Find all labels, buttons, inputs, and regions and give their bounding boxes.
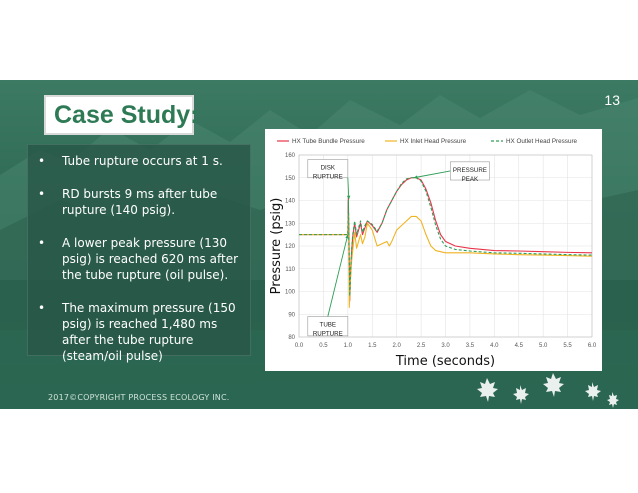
y-tick-label: 120 — [285, 244, 296, 250]
bullets-panel: • Tube rupture occurs at 1 s. • RD bursts … — [27, 144, 251, 363]
legend-entry: HX Outlet Head Pressure — [506, 138, 578, 145]
y-tick-label: 80 — [288, 335, 295, 341]
slide-title: Case Study: — [54, 101, 199, 129]
annotation-arrowhead-icon — [413, 175, 418, 179]
y-tick-label: 90 — [288, 312, 295, 318]
annotation-label: DISK — [321, 165, 336, 172]
x-tick-label: 6.0 — [588, 343, 597, 349]
bullet-item: • The maximum pressure (150 psig) is reac… — [36, 300, 244, 364]
y-tick-label: 140 — [285, 199, 296, 205]
x-tick-label: 1.0 — [344, 343, 353, 349]
bullet-text: A lower peak pressure (130 psig) is reac… — [62, 236, 239, 282]
y-tick-label: 160 — [285, 153, 296, 159]
annotation-arrowhead-icon — [346, 195, 351, 200]
bullet-dot-icon: • — [38, 154, 46, 168]
x-tick-label: 3.0 — [441, 343, 450, 349]
x-tick-label: 4.5 — [515, 343, 524, 349]
footer-copyright: 2017©COPYRIGHT PROCESS ECOLOGY INC. — [48, 393, 230, 402]
title-box: Case Study: — [44, 95, 198, 135]
y-tick-label: 130 — [285, 221, 296, 227]
bullet-list: • Tube rupture occurs at 1 s. • RD bursts … — [28, 145, 250, 364]
bullet-item: • Tube rupture occurs at 1 s. — [36, 153, 244, 169]
annotation-arrow — [327, 234, 349, 317]
bullet-item: • RD bursts 9 ms after tube rupture (140 … — [36, 186, 244, 218]
x-tick-label: 3.5 — [466, 343, 475, 349]
annotation-arrowhead-icon — [345, 234, 349, 239]
pressure-chart: 80 90 100 110 120 130 140 150 160 0.0 0.5 1.0 1.5 2.0… — [269, 138, 597, 369]
y-tick-label: 110 — [285, 267, 295, 273]
x-tick-label: 2.0 — [392, 343, 401, 349]
bullet-dot-icon: • — [38, 187, 46, 201]
annotation-label: PRESSURE — [453, 167, 487, 174]
annotation-label: PEAK — [462, 176, 479, 183]
bullet-text: The maximum pressure (150 psig) is reach… — [62, 301, 236, 363]
x-tick-label: 4.0 — [490, 343, 499, 349]
chart-panel: 80 90 100 110 120 130 140 150 160 0.0 0.5 1.0 1.5 2.0… — [265, 129, 602, 371]
x-tick-label: 1.5 — [368, 343, 377, 349]
y-tick-label: 100 — [285, 290, 296, 296]
x-tick-label: 0.0 — [295, 343, 304, 349]
slide-background: Case Study: 13 • Tube rupture occurs at 1… — [0, 80, 638, 409]
x-tick-label: 5.5 — [563, 343, 572, 349]
legend-entry: HX Inlet Head Pressure — [400, 138, 467, 145]
x-tick-label: 0.5 — [319, 343, 328, 349]
page-number: 13 — [604, 92, 620, 108]
annotation-label: TUBE — [320, 322, 337, 329]
x-axis-label: Time (seconds) — [395, 354, 495, 369]
annotation-arrow — [347, 177, 350, 200]
annotation-label: RUPTURE — [313, 174, 343, 181]
bullet-dot-icon: • — [38, 236, 46, 250]
bullet-text: RD bursts 9 ms after tube rupture (140 p… — [62, 187, 218, 217]
bullet-dot-icon: • — [38, 301, 46, 315]
x-tick-label: 5.0 — [539, 343, 548, 349]
series-line-3 — [299, 177, 593, 297]
bullet-item: • A lower peak pressure (130 psig) is rea… — [36, 235, 244, 283]
plot-frame — [298, 154, 593, 338]
x-tick-label: 2.5 — [417, 343, 426, 349]
annotation-box — [307, 159, 349, 179]
annotation-label: RUPTURE — [313, 331, 343, 338]
y-tick-label: 150 — [285, 176, 296, 182]
y-axis-label: Pressure (psig) — [269, 198, 284, 295]
annotation-arrow — [413, 170, 451, 179]
bullet-text: Tube rupture occurs at 1 s. — [62, 154, 223, 168]
legend-entry: HX Tube Bundle Pressure — [292, 138, 365, 145]
